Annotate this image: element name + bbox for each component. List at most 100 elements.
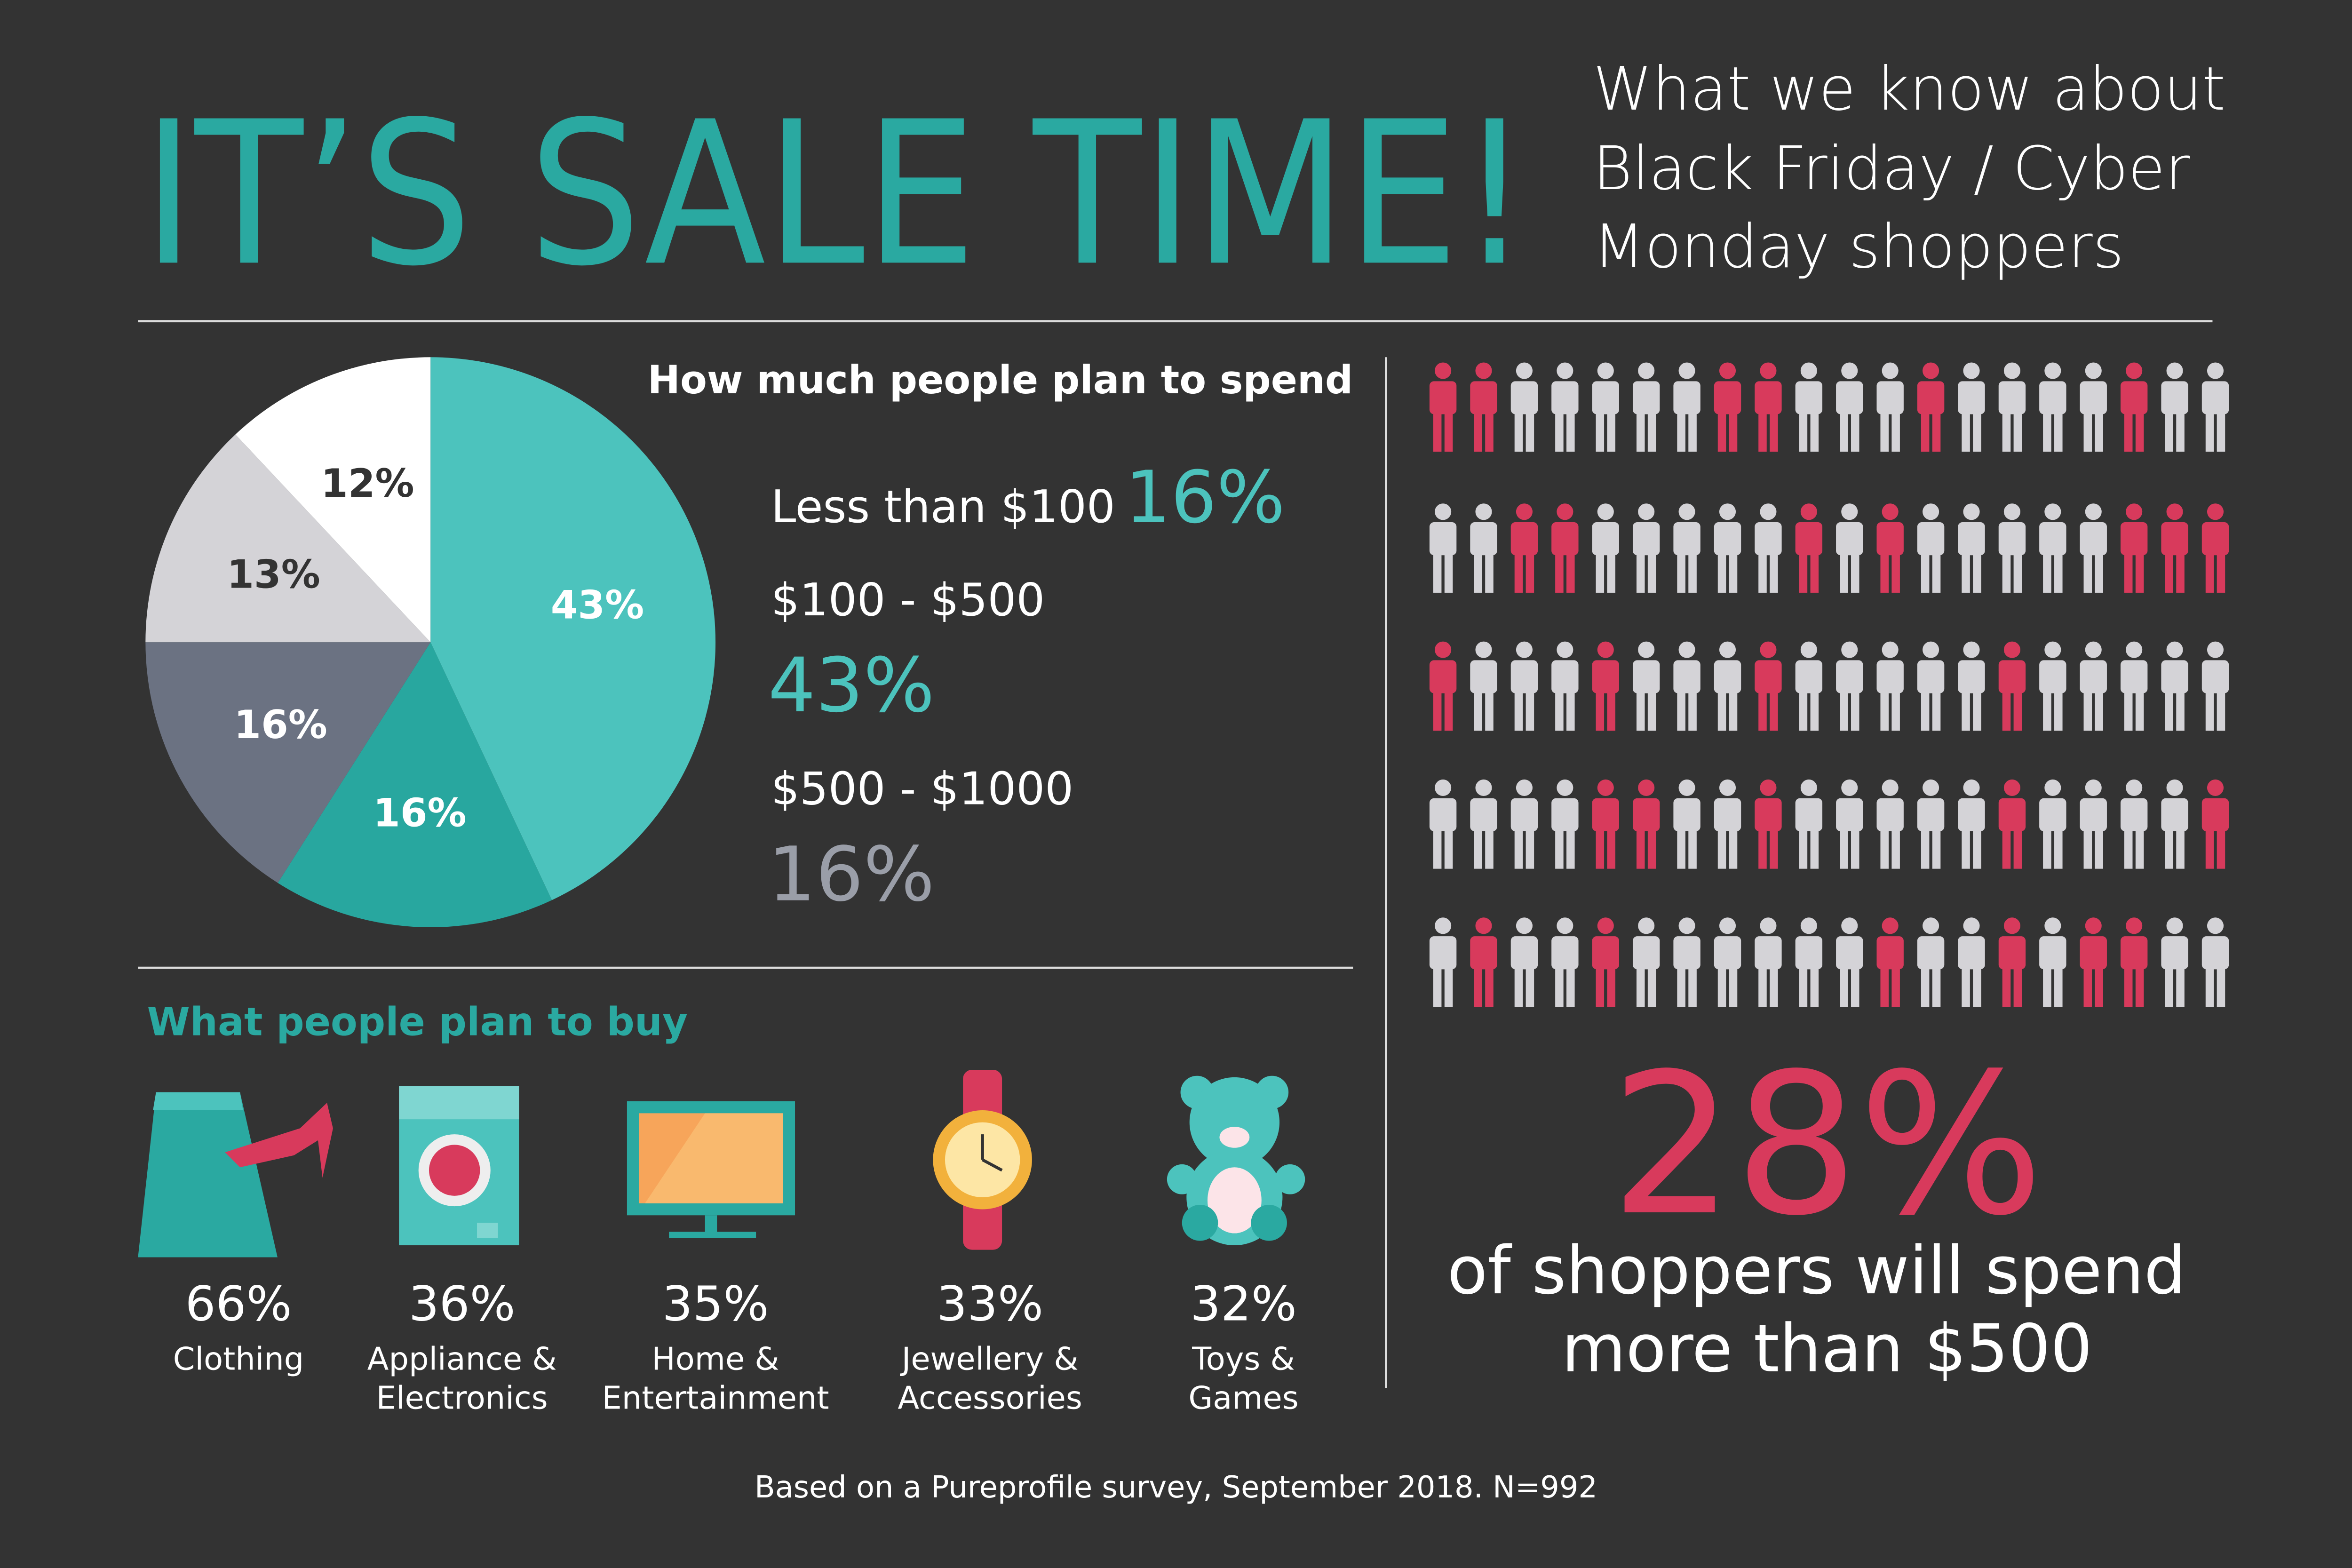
person-leg <box>1647 690 1656 731</box>
person <box>1958 779 1985 869</box>
people-grid <box>1429 362 2229 1007</box>
person-head <box>1800 917 1817 934</box>
person-leg <box>2124 690 2133 731</box>
person-body <box>1429 660 1457 693</box>
person-leg <box>1973 828 1981 869</box>
person <box>1795 503 1823 593</box>
person-head <box>2003 362 2020 379</box>
person-head <box>1475 641 1492 658</box>
main-title: IT’S SALE TIME! <box>143 79 1530 310</box>
person-leg <box>2095 690 2103 731</box>
person-leg <box>2124 552 2133 593</box>
person-head <box>1719 641 1736 658</box>
person-leg <box>2217 828 2225 869</box>
person-head <box>1638 641 1655 658</box>
person-leg <box>1729 690 1738 731</box>
person-leg <box>1526 966 1534 1007</box>
buy-label: Appliance & <box>367 1341 557 1377</box>
person-body <box>2120 522 2148 556</box>
person-body <box>1429 522 1457 556</box>
person-body <box>1958 522 1985 556</box>
person-leg <box>1677 552 1685 593</box>
person <box>1632 779 1660 869</box>
person-leg <box>1891 966 1900 1007</box>
person-leg <box>1851 690 1859 731</box>
person-head <box>1516 779 1533 796</box>
person-body <box>1592 936 1619 970</box>
person-leg <box>2043 411 2051 452</box>
person-leg <box>1607 411 1615 452</box>
person <box>1714 362 1741 452</box>
pie-slice <box>145 434 431 643</box>
person-head <box>1760 641 1777 658</box>
person-leg <box>1799 690 1808 731</box>
person-leg <box>2054 966 2063 1007</box>
person-body <box>1876 936 1904 970</box>
person-leg <box>1596 552 1605 593</box>
person <box>2201 779 2229 869</box>
person-head <box>1638 362 1655 379</box>
person-leg <box>1962 690 1970 731</box>
person-leg <box>1840 828 1848 869</box>
person-body <box>2080 798 2107 831</box>
person-leg <box>1474 828 1482 869</box>
person-leg <box>1555 552 1564 593</box>
person-leg <box>2135 552 2144 593</box>
person-body <box>1470 381 1497 414</box>
person-head <box>1719 503 1736 520</box>
person-leg <box>1921 552 1930 593</box>
person-leg <box>2135 690 2144 731</box>
person-body <box>1673 522 1700 556</box>
person-leg <box>1810 828 1819 869</box>
person <box>1510 641 1538 731</box>
person-head <box>1557 641 1573 658</box>
person-body <box>2120 660 2148 693</box>
person-leg <box>1770 966 1778 1007</box>
person-leg <box>1566 411 1575 452</box>
person <box>1876 779 1904 869</box>
person-head <box>2003 503 2020 520</box>
person-head <box>1678 779 1695 796</box>
person-leg <box>1526 828 1534 869</box>
person-head <box>1882 641 1899 658</box>
person-leg <box>1688 552 1697 593</box>
person-head <box>1923 503 1939 520</box>
person-body <box>1673 936 1700 970</box>
buy-label: Entertainment <box>602 1380 829 1417</box>
person-leg <box>2043 552 2051 593</box>
person-leg <box>2083 690 2092 731</box>
person-head <box>1963 641 1980 658</box>
person-leg <box>1799 828 1808 869</box>
buy-label: Home & <box>652 1341 779 1377</box>
person-leg <box>2043 690 2051 731</box>
buy-percent: 36% <box>409 1276 516 1332</box>
person-body <box>1755 936 1782 970</box>
person <box>2120 779 2148 869</box>
person-head <box>2166 917 2183 934</box>
person <box>1795 362 1823 452</box>
person-body <box>1714 660 1741 693</box>
person-body <box>1510 522 1538 556</box>
person-leg <box>1647 552 1656 593</box>
person-head <box>2126 362 2143 379</box>
person-leg <box>1514 966 1523 1007</box>
person <box>1673 503 1700 593</box>
person-head <box>1516 362 1533 379</box>
person-body <box>1795 660 1823 693</box>
person-leg <box>1636 690 1645 731</box>
person-head <box>1597 917 1614 934</box>
person <box>1470 641 1497 731</box>
person-leg <box>1677 828 1685 869</box>
person-body <box>2039 381 2066 414</box>
person-head <box>2207 779 2224 796</box>
person-head <box>2126 503 2143 520</box>
person <box>2161 641 2188 731</box>
person-head <box>1841 641 1858 658</box>
highlight-percent: 28% <box>1610 1031 2043 1258</box>
person <box>1755 917 1782 1007</box>
person-leg <box>1677 411 1685 452</box>
person-leg <box>1555 828 1564 869</box>
person-body <box>2201 522 2229 556</box>
person <box>1795 779 1823 869</box>
person-head <box>1963 779 1980 796</box>
